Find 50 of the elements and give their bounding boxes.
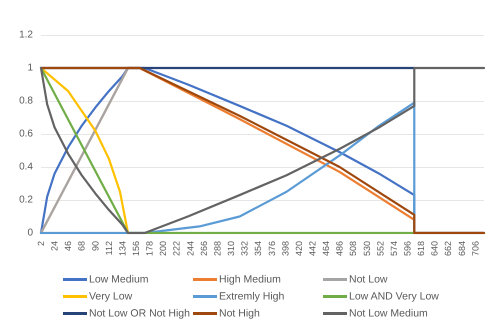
x-tick-label: 596 xyxy=(402,241,412,256)
x-tick-label: 156 xyxy=(131,241,142,256)
y-tick-label: 0 xyxy=(27,228,34,238)
legend-label: Extremly High xyxy=(219,290,285,302)
legend-label: Not High xyxy=(219,308,260,320)
legend-label: Low AND Very Low xyxy=(349,290,440,302)
x-tick-label: 464 xyxy=(321,241,332,256)
legend-label: Not Low xyxy=(349,274,388,286)
x-tick-label: 376 xyxy=(266,241,277,256)
x-tick-label: 442 xyxy=(307,241,318,256)
x-tick-label: 24 xyxy=(50,241,60,252)
line-series xyxy=(40,66,486,234)
y-tick-label: 0.6 xyxy=(19,128,34,140)
x-tick-label: 332 xyxy=(240,241,250,256)
x-tick-label: 354 xyxy=(253,241,264,256)
y-tick-label: 1.2 xyxy=(19,30,34,40)
x-tick-label: 68 xyxy=(76,241,87,252)
x-tick-label: 310 xyxy=(226,241,236,256)
x-tick-label: 508 xyxy=(348,241,358,256)
x-tick-label: 222 xyxy=(172,241,182,256)
x-tick-label: 684 xyxy=(456,241,467,256)
x-tick-label: 662 xyxy=(443,241,454,256)
x-tick-label: 420 xyxy=(294,241,304,256)
x-tick-label: 200 xyxy=(158,241,168,256)
x-tick-label: 90 xyxy=(90,241,100,252)
x-tick-label: 112 xyxy=(104,241,114,256)
x-tick-label: 266 xyxy=(198,241,209,256)
legend-label: Low Medium xyxy=(89,274,149,286)
x-tick-label: 46 xyxy=(63,241,74,252)
legend-label: Not Low Medium xyxy=(349,308,428,320)
x-tick-label: 640 xyxy=(430,241,440,256)
x-tick-label: 552 xyxy=(375,241,386,256)
x-tick-label: 398 xyxy=(280,241,290,256)
legend-label: Not Low OR Not High xyxy=(89,308,190,320)
x-tick-label: 178 xyxy=(144,241,155,256)
x-tick-label: 618 xyxy=(416,241,426,256)
x-tick-label: 574 xyxy=(388,241,399,256)
y-tick-label: 0.2 xyxy=(19,194,34,206)
x-tick-label: 288 xyxy=(212,241,222,256)
x-tick-label: 706 xyxy=(470,241,480,256)
legend-label: Very Low xyxy=(89,290,133,302)
legend-label: High Medium xyxy=(219,274,282,286)
x-tick-label: 244 xyxy=(185,241,196,256)
x-tick-label: 134 xyxy=(117,241,128,256)
y-tick-label: 0.4 xyxy=(19,162,34,172)
y-tick-label: 1 xyxy=(27,62,34,74)
x-tick-label: 486 xyxy=(334,241,345,256)
y-tick-label: 0.8 xyxy=(19,96,34,106)
x-tick-label: 2 xyxy=(36,241,46,246)
x-tick-label: 530 xyxy=(362,241,372,256)
